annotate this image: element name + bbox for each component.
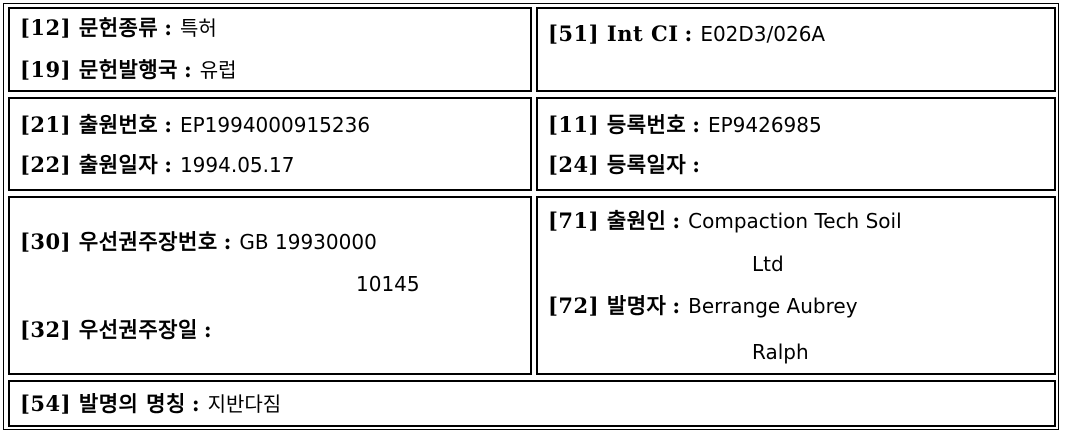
applicant-row: [71] 출원인: Compaction Tech Soil xyxy=(548,208,902,234)
doc-type-row: [12] 문헌종류: 특허 xyxy=(20,15,217,41)
ipc-value: E02D3/026A xyxy=(700,22,826,46)
inventor-row: [72] 발명자: Berrange Aubrey xyxy=(548,293,858,319)
outer-frame xyxy=(3,3,1059,430)
separator: : xyxy=(164,15,172,40)
priority-no-row: [30] 우선권주장번호: GB 19930000 xyxy=(20,229,377,255)
title-cell xyxy=(8,380,1056,427)
separator: : xyxy=(164,112,172,137)
priority-no-value-line2: 10145 xyxy=(356,272,420,296)
priority-no-value-line1: GB 19930000 xyxy=(239,230,377,254)
inventor-label: [72] 발명자 xyxy=(548,293,667,318)
app-date-value: 1994.05.17 xyxy=(179,153,295,177)
ipc-row: [51] Int CI: E02D3/026A xyxy=(548,21,826,47)
priority-cell xyxy=(8,196,532,375)
separator: : xyxy=(692,152,700,177)
app-date-row: [22] 출원일자:1994.05.17 xyxy=(20,152,295,178)
separator: : xyxy=(184,57,192,82)
separator: : xyxy=(672,293,681,318)
app-date-label: [22] 출원일자 xyxy=(20,152,159,177)
title-row: [54] 발명의 명칭: 지반다짐 xyxy=(20,391,282,417)
country-value: 유럽 xyxy=(199,58,237,82)
country-row: [19] 문헌발행국: 유럽 xyxy=(20,57,237,83)
applicant-value-line1: Compaction Tech Soil xyxy=(688,209,902,233)
app-no-row: [21] 출원번호: EP1994000915236 xyxy=(20,112,371,138)
separator: : xyxy=(672,208,681,233)
application-cell xyxy=(8,97,532,191)
doc-type-cell xyxy=(8,7,532,92)
doc-type-value: 특허 xyxy=(179,16,217,40)
reg-no-row: [11] 등록번호: EP9426985 xyxy=(548,112,822,138)
applicant-label: [71] 출원인 xyxy=(548,208,667,233)
country-label: [19] 문헌발행국 xyxy=(20,57,179,82)
reg-date-label: [24] 등록일자 xyxy=(548,152,687,177)
inventor-value-line2: Ralph xyxy=(752,340,809,364)
applicant-value-line2: Ltd xyxy=(752,252,784,276)
separator: : xyxy=(164,152,172,177)
app-no-label: [21] 출원번호 xyxy=(20,112,159,137)
ipc-cell xyxy=(536,7,1056,92)
priority-date-row: [32] 우선권주장일: xyxy=(20,318,220,342)
reg-date-row: [24] 등록일자: xyxy=(548,153,708,177)
reg-no-label: [11] 등록번호 xyxy=(548,112,687,137)
separator: : xyxy=(203,317,212,342)
separator: : xyxy=(684,21,693,46)
separator: : xyxy=(223,229,232,254)
reg-no-value: EP9426985 xyxy=(707,113,822,137)
title-value: 지반다짐 xyxy=(207,392,282,416)
title-label: [54] 발명의 명칭 xyxy=(20,391,186,416)
parties-cell xyxy=(536,196,1056,375)
separator: : xyxy=(191,391,200,416)
priority-no-label: [30] 우선권주장번호 xyxy=(20,229,218,254)
priority-date-label: [32] 우선권주장일 xyxy=(20,317,198,342)
inventor-value-line1: Berrange Aubrey xyxy=(688,294,858,318)
app-no-value: EP1994000915236 xyxy=(179,113,371,137)
ipc-label: [51] Int CI xyxy=(548,21,679,46)
doc-type-label: [12] 문헌종류 xyxy=(20,15,159,40)
separator: : xyxy=(692,112,700,137)
registration-cell xyxy=(536,97,1056,191)
